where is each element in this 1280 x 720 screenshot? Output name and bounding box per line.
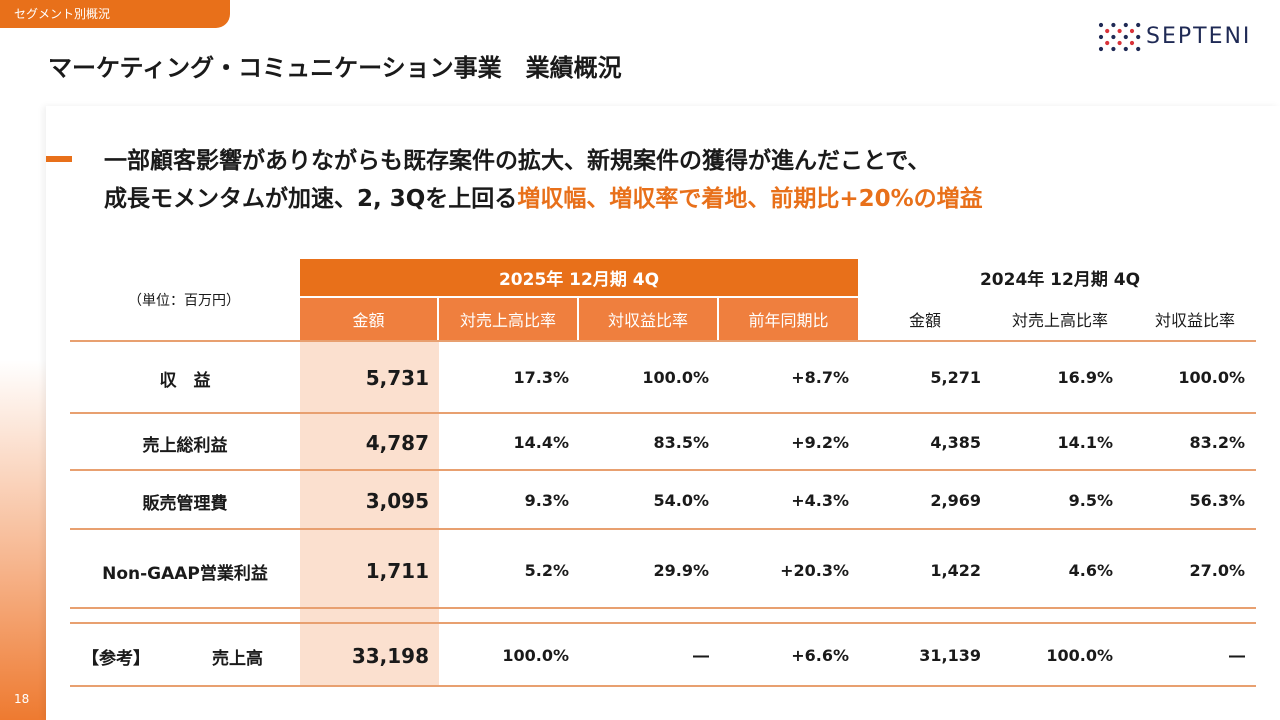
logo-dot bbox=[1117, 40, 1122, 46]
cell-2025-yoy: +8.7% bbox=[791, 368, 849, 387]
cell-2025-yoy: +20.3% bbox=[780, 561, 849, 580]
logo-dot bbox=[1129, 40, 1135, 46]
table-divider bbox=[70, 685, 1256, 687]
logo-dot bbox=[1129, 28, 1135, 34]
cell-2024-sales-ratio: 4.6% bbox=[1068, 561, 1113, 580]
cell-2024-revenue-ratio: 27.0% bbox=[1189, 561, 1245, 580]
cell-2024-amount: 4,385 bbox=[930, 433, 981, 452]
logo-dot bbox=[1098, 46, 1104, 52]
cell-2025-amount: 1,711 bbox=[365, 559, 429, 583]
col-header-2025-amount: 金額 bbox=[300, 298, 437, 340]
cell-2025-yoy: +9.2% bbox=[791, 433, 849, 452]
cell-2024-amount: 2,969 bbox=[930, 491, 981, 510]
cell-2025-amount: 5,731 bbox=[365, 366, 429, 390]
headline-line1: 一部顧客影響がありながらも既存案件の拡大、新規案件の獲得が進んだことで、 bbox=[104, 148, 931, 174]
table-divider bbox=[70, 622, 1256, 624]
highlight-column bbox=[300, 342, 439, 686]
cell-2025-revenue-ratio: 54.0% bbox=[653, 491, 709, 510]
col-header-2024-amount: 金額 bbox=[908, 311, 941, 330]
cell-2024-amount: 31,139 bbox=[919, 646, 981, 665]
septeni-logo-icon bbox=[1098, 22, 1141, 52]
cell-2025-sales-ratio: 17.3% bbox=[513, 368, 569, 387]
page-title: マーケティング・コミュニケーション事業 業績概況 bbox=[48, 54, 622, 82]
header-2025-q4: 2025年 12月期 4Q bbox=[300, 259, 858, 296]
row-label: 売上高 bbox=[212, 649, 263, 669]
cell-2024-revenue-ratio: 100.0% bbox=[1178, 368, 1245, 387]
cell-2024-revenue-ratio: 83.2% bbox=[1189, 433, 1245, 452]
row-label: 販売管理費 bbox=[142, 494, 228, 514]
col-header-2025-yoy: 前年同期比 bbox=[719, 298, 858, 340]
logo-dot bbox=[1123, 34, 1128, 40]
cell-2025-revenue-ratio: 83.5% bbox=[653, 433, 709, 452]
table-divider bbox=[70, 528, 1256, 530]
headline-line2: 成長モメンタムが加速、2, 3Qを上回る増収幅、増収率で着地、前期比+20%の増… bbox=[104, 180, 983, 218]
accent-bar bbox=[46, 156, 72, 162]
reference-tag: 【参考】 bbox=[82, 649, 150, 669]
logo-dot bbox=[1111, 46, 1116, 52]
logo-dot bbox=[1111, 34, 1116, 40]
logo-dot bbox=[1136, 34, 1141, 40]
headline-line2-highlight: 増収幅、増収率で着地、前期比+20%の増益 bbox=[517, 186, 983, 212]
logo-dot bbox=[1098, 34, 1104, 40]
cell-2025-revenue-ratio: 100.0% bbox=[642, 368, 709, 387]
logo-dot bbox=[1123, 22, 1128, 28]
col-header-2024-sales-ratio: 対売上高比率 bbox=[1011, 311, 1108, 330]
logo-dot bbox=[1136, 22, 1141, 28]
logo-text: SEPTENI bbox=[1146, 24, 1252, 49]
cell-2025-sales-ratio: 9.3% bbox=[524, 491, 569, 510]
section-tab: セグメント別概況 bbox=[0, 0, 230, 28]
table-divider bbox=[70, 469, 1256, 471]
cell-2025-sales-ratio: 14.4% bbox=[513, 433, 569, 452]
logo-dot bbox=[1105, 28, 1110, 34]
cell-2025-amount: 3,095 bbox=[365, 489, 429, 513]
logo-dot bbox=[1123, 46, 1128, 52]
row-label: 収 益 bbox=[159, 371, 211, 391]
cell-2025-revenue-ratio: ― bbox=[693, 646, 709, 665]
cell-2024-sales-ratio: 14.1% bbox=[1057, 433, 1113, 452]
logo-dot bbox=[1105, 40, 1110, 46]
cell-2025-yoy: +6.6% bbox=[791, 646, 849, 665]
cell-2024-sales-ratio: 100.0% bbox=[1046, 646, 1113, 665]
cell-2024-sales-ratio: 16.9% bbox=[1057, 368, 1113, 387]
cell-2024-amount: 1,422 bbox=[930, 561, 981, 580]
unit-label: （単位：百万円） bbox=[128, 293, 240, 309]
left-decor-gradient bbox=[0, 360, 46, 720]
logo-dot bbox=[1098, 22, 1104, 28]
page-number: 18 bbox=[14, 692, 30, 706]
cell-2025-sales-ratio: 100.0% bbox=[502, 646, 569, 665]
col-header-2024-revenue-ratio: 対収益比率 bbox=[1154, 311, 1235, 330]
table-divider bbox=[70, 340, 1256, 342]
col-header-2025-revenue-ratio: 対収益比率 bbox=[579, 298, 717, 340]
table-divider bbox=[70, 607, 1256, 609]
cell-2024-amount: 5,271 bbox=[930, 368, 981, 387]
logo-dot bbox=[1136, 46, 1141, 52]
headline-line2-normal: 成長モメンタムが加速、2, 3Qを上回る bbox=[104, 186, 518, 212]
cell-2024-revenue-ratio: ― bbox=[1229, 646, 1245, 665]
cell-2025-amount: 4,787 bbox=[365, 431, 429, 455]
logo-dot bbox=[1117, 28, 1122, 34]
cell-2024-sales-ratio: 9.5% bbox=[1068, 491, 1113, 510]
row-label: 売上総利益 bbox=[142, 436, 228, 456]
cell-2025-revenue-ratio: 29.9% bbox=[653, 561, 709, 580]
row-label: Non-GAAP営業利益 bbox=[102, 564, 268, 584]
logo-dot bbox=[1111, 22, 1116, 28]
header-2024-q4: 2024年 12月期 4Q bbox=[979, 270, 1141, 290]
cell-2025-yoy: +4.3% bbox=[791, 491, 849, 510]
cell-2025-amount: 33,198 bbox=[351, 644, 429, 668]
headline: 一部顧客影響がありながらも既存案件の拡大、新規案件の獲得が進んだことで、 成長モ… bbox=[104, 142, 983, 218]
cell-2025-sales-ratio: 5.2% bbox=[524, 561, 569, 580]
table-divider bbox=[70, 412, 1256, 414]
col-header-2025-sales-ratio: 対売上高比率 bbox=[439, 298, 577, 340]
cell-2024-revenue-ratio: 56.3% bbox=[1189, 491, 1245, 510]
